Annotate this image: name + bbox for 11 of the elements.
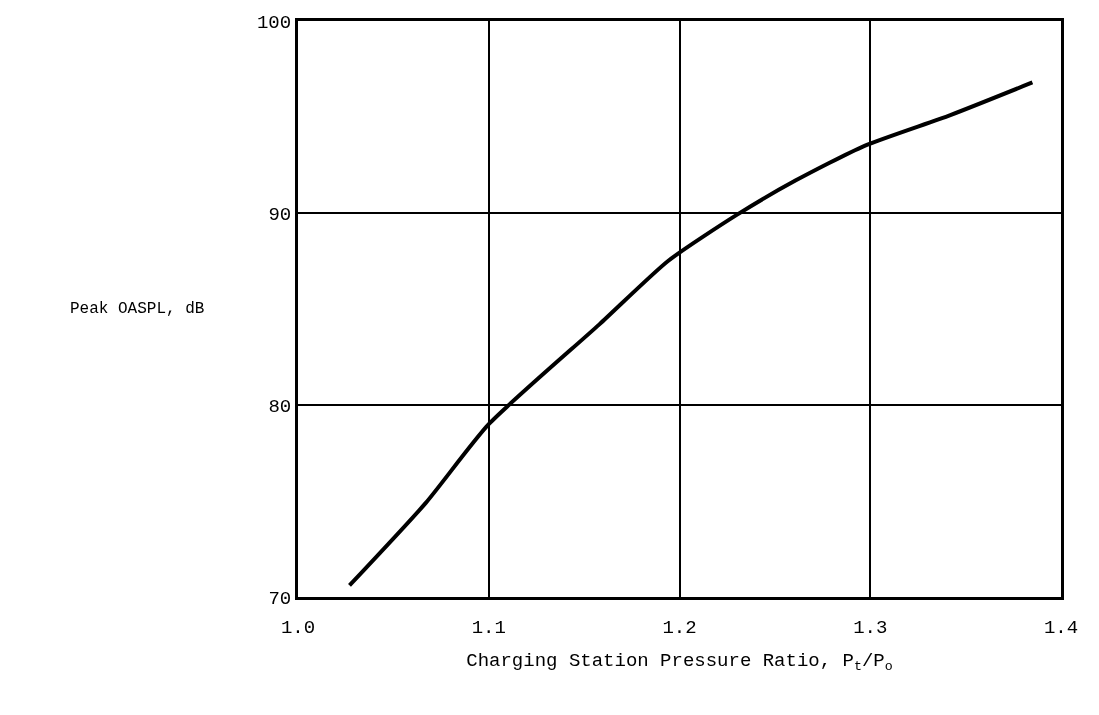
x-tick-label: 1.2 [662,616,697,639]
x-tick-label: 1.3 [853,616,888,639]
x-tick-label: 1.0 [280,616,316,639]
y-tick-label: 70 [268,587,292,610]
x-tick-label: 1.1 [471,616,506,639]
y-tick-label: 80 [268,395,292,418]
y-tick-label: 90 [268,203,292,226]
x-tick-label: 1.4 [1043,616,1079,639]
x-axis-title: Charging Station Pressure Ratio, P$_{t}$/P$_{o}$ [466,649,893,674]
y-axis-title: Peak OASPL, dB [70,300,205,318]
y-tick-label: 100 [256,11,292,34]
